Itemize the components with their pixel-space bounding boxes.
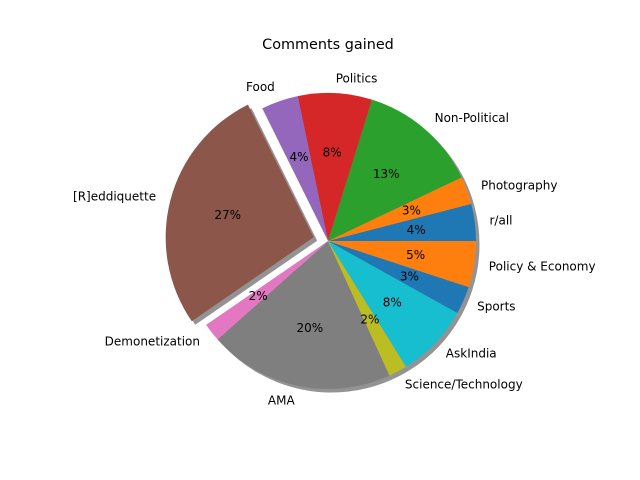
category-label-policy-economy: Policy & Economy <box>489 260 596 274</box>
value-label-sports: 3% <box>400 270 419 284</box>
category-label-non-political: Non-Political <box>435 111 509 125</box>
category-label-sports: Sports <box>477 299 515 313</box>
value-label-science-technology: 2% <box>360 312 379 326</box>
wedge-politics <box>297 93 372 241</box>
wedge-askindia <box>328 241 458 367</box>
value-label-non-political: 13% <box>373 167 400 181</box>
wedge-sports <box>328 241 469 313</box>
value-label-askindia: 8% <box>383 295 402 309</box>
chart-title: Comments gained <box>262 37 394 53</box>
category-label-photography: Photography <box>481 178 557 192</box>
value-label-r-eddiquette: 27% <box>214 208 241 222</box>
wedge-policy-economy <box>328 241 476 288</box>
wedge-demonetization <box>206 241 328 340</box>
wedge-r-eddiquette <box>165 104 314 322</box>
category-label-science-technology: Science/Technology <box>405 378 523 392</box>
value-label-policy-economy: 5% <box>406 248 425 262</box>
wedge-food <box>262 96 328 241</box>
value-label-photography: 3% <box>402 204 421 218</box>
category-label-demonetization: Demonetization <box>105 335 200 349</box>
category-label-askindia: AskIndia <box>446 346 497 360</box>
wedge-non-political <box>328 99 462 241</box>
category-label-food: Food <box>246 80 275 94</box>
value-label-demonetization: 2% <box>249 289 268 303</box>
value-label-food: 4% <box>289 150 308 164</box>
wedge-photography <box>328 177 472 241</box>
wedge-r-all <box>328 203 476 241</box>
category-label-r-eddiquette: [R]eddiquette <box>73 189 156 203</box>
wedge-ama <box>217 241 390 390</box>
value-label-politics: 8% <box>323 145 342 159</box>
wedge-layer <box>165 93 476 390</box>
value-label-ama: 20% <box>296 321 323 335</box>
category-label-r-all: r/all <box>490 213 513 227</box>
value-label-r-all: 4% <box>407 223 426 237</box>
label-layer: r/all 4% Photography 3% Non-Political 13% Poli… <box>73 71 596 407</box>
category-label-ama: AMA <box>268 393 296 407</box>
wedge-science-technology <box>328 241 407 376</box>
category-label-politics: Politics <box>336 71 378 85</box>
